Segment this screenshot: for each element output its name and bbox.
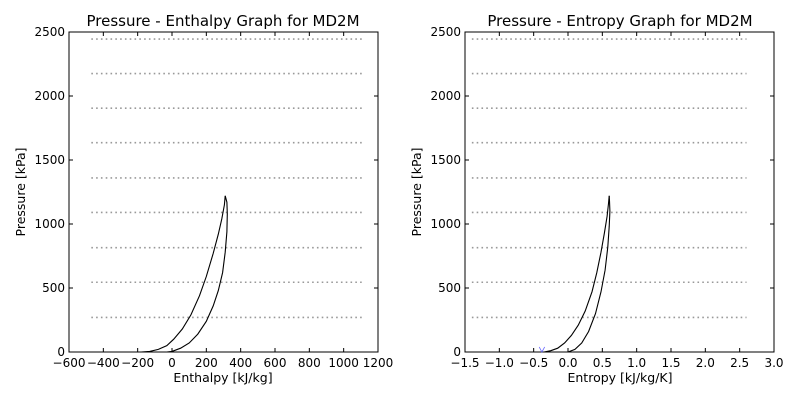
ps-chart-panel: Pressure - Entropy Graph for MD2M Entrop… xyxy=(409,12,784,385)
ps-x-axis-label: Entropy [kJ/kg/K] xyxy=(567,370,672,385)
ph-x-axis-label: Enthalpy [kJ/kg] xyxy=(173,370,272,385)
ph-y-tick-label: 1500 xyxy=(34,153,65,167)
ps-y-tick-label: 500 xyxy=(438,281,461,295)
ps-x-tick-label: −1.0 xyxy=(485,356,514,370)
ps-x-ticks: −1.5 −1.0 −0.5 0.0 0.5 1.0 1.5 2.0 2.5 3.0 xyxy=(450,32,784,370)
ph-y-tick-label: 2000 xyxy=(34,89,65,103)
ps-x-tick-label: 0.5 xyxy=(593,356,612,370)
ph-x-tick-label: 400 xyxy=(229,356,252,370)
ph-y-tick-label: 2500 xyxy=(34,25,65,39)
ph-x-tick-label: 0 xyxy=(168,356,176,370)
ph-saturation-dome xyxy=(141,195,228,353)
ps-x-tick-label: 2.0 xyxy=(696,356,715,370)
ph-x-tick-label: −200 xyxy=(121,356,154,370)
ps-x-tick-label: 2.5 xyxy=(730,356,749,370)
ph-y-tick-label: 0 xyxy=(57,345,65,359)
ps-y-ticks: 0 500 1000 1500 2000 2500 xyxy=(430,25,774,359)
ph-x-tick-label: 1000 xyxy=(328,356,359,370)
ps-x-tick-label: −1.5 xyxy=(450,356,479,370)
ps-x-tick-label: 1.5 xyxy=(661,356,680,370)
ph-x-tick-label: 200 xyxy=(195,356,218,370)
ph-x-tick-label: 600 xyxy=(264,356,287,370)
ps-y-tick-label: 2500 xyxy=(430,25,461,39)
ph-saturated-vapor-curve xyxy=(166,195,228,353)
ph-x-tick-label: −400 xyxy=(87,356,120,370)
ps-x-tick-label: 0.0 xyxy=(558,356,577,370)
ps-artifact-curve xyxy=(538,346,546,353)
ps-plot-frame xyxy=(464,31,775,353)
ps-y-tick-label: 1500 xyxy=(430,153,461,167)
ps-y-tick-label: 0 xyxy=(453,345,461,359)
ps-saturated-vapor-curve xyxy=(567,195,611,353)
ph-y-ticks: 0 500 1000 1500 2000 2500 xyxy=(34,25,378,359)
ps-x-tick-label: 3.0 xyxy=(764,356,783,370)
ps-y-tick-label: 1000 xyxy=(430,217,461,231)
ph-y-axis-label: Pressure [kPa] xyxy=(13,148,28,237)
ph-y-tick-label: 1000 xyxy=(34,217,65,231)
ph-chart-title: Pressure - Enthalpy Graph for MD2M xyxy=(86,12,359,30)
ph-x-tick-label: −600 xyxy=(53,356,86,370)
ph-saturated-liquid-curve xyxy=(141,195,226,353)
ph-x-tick-label: 1200 xyxy=(363,356,394,370)
ph-x-ticks: −600 −400 −200 0 200 400 600 800 1000 1200 xyxy=(53,32,394,370)
ph-y-tick-label: 500 xyxy=(42,281,65,295)
ps-y-tick-label: 2000 xyxy=(430,89,461,103)
ph-chart-panel: Pressure - Enthalpy Graph for MD2M Entha… xyxy=(13,12,393,385)
ps-saturated-liquid-curve xyxy=(543,195,610,353)
ps-x-tick-label: 1.0 xyxy=(627,356,646,370)
ps-x-tick-label: −0.5 xyxy=(519,356,548,370)
ps-y-axis-label: Pressure [kPa] xyxy=(409,148,424,237)
ph-plot-frame xyxy=(68,31,379,353)
ps-chart-title: Pressure - Entropy Graph for MD2M xyxy=(487,12,752,30)
ps-saturation-dome xyxy=(538,195,611,353)
ph-x-tick-label: 800 xyxy=(298,356,321,370)
